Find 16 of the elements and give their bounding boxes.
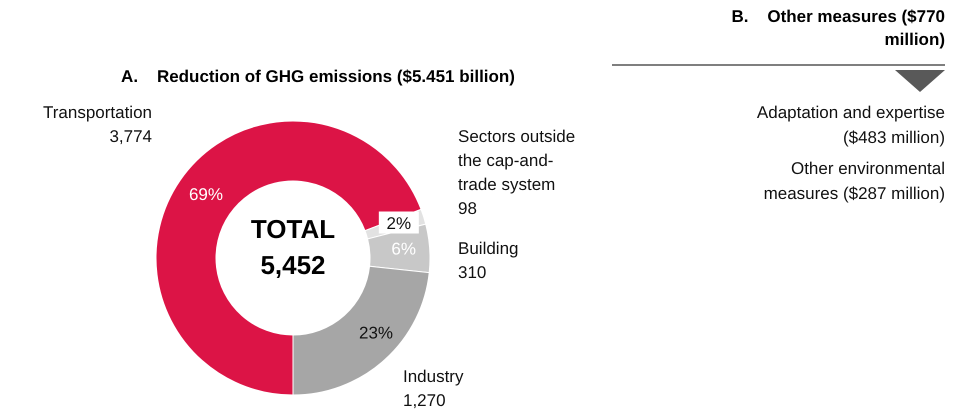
text: 69%: [188, 185, 223, 204]
data-label: 1,270: [403, 391, 446, 410]
text: Other environmental measures ($287 million): [764, 159, 945, 203]
slice-label: Building: [458, 239, 518, 258]
chart-title: A. Reduction of GHG emissions ($5.451 billion): [121, 67, 515, 86]
text: B. Other measures ($770 million): [731, 7, 945, 49]
slice-label: Transportation: [43, 103, 152, 122]
text: 2%: [386, 214, 412, 233]
text: 23%: [358, 323, 394, 342]
data-label: 3,774: [109, 127, 152, 146]
slice-label: Industry: [403, 367, 464, 386]
slice-label: Sectors outside the cap-and-trade system: [458, 127, 576, 194]
data-label: 310: [458, 263, 486, 282]
data-label: 98: [458, 199, 477, 218]
text: Adaptation and expertise ($483 million): [756, 103, 945, 147]
text: TOTAL 5,452: [250, 214, 336, 280]
